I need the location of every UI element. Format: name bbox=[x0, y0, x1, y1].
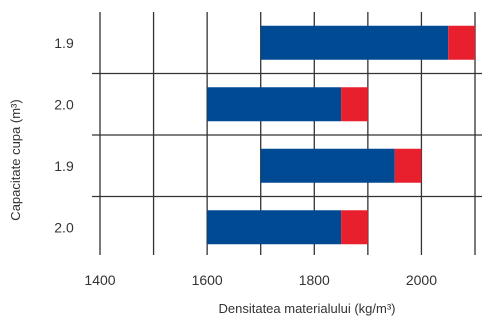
bar-series1-row4 bbox=[207, 210, 342, 245]
x-tick-label: 1400 bbox=[84, 272, 115, 288]
y-tick-label: 2.0 bbox=[54, 219, 74, 235]
bar-series1-row2 bbox=[207, 87, 342, 122]
bar-series2-row2 bbox=[341, 87, 368, 122]
y-axis-title: Capacitate cupa (m³) bbox=[8, 99, 23, 220]
y-tick-label: 1.9 bbox=[54, 158, 74, 174]
bars bbox=[207, 25, 475, 245]
tick-labels: 1.9 2.0 1.9 2.0 1400 1600 1800 2000 bbox=[54, 35, 437, 288]
x-tick-label: 1800 bbox=[299, 272, 330, 288]
bar-series2-row3 bbox=[394, 148, 422, 183]
x-tick-label: 2000 bbox=[406, 272, 437, 288]
bar-series2-row1 bbox=[448, 25, 475, 60]
y-tick-label: 1.9 bbox=[54, 35, 74, 51]
bar-series2-row4 bbox=[341, 210, 368, 245]
x-tick-label: 1600 bbox=[192, 272, 223, 288]
bar-series1-row1 bbox=[260, 25, 449, 60]
y-tick-label: 2.0 bbox=[54, 96, 74, 112]
bar-series1-row3 bbox=[260, 148, 395, 183]
x-axis-title: Densitatea materialului (kg/m³) bbox=[218, 301, 395, 316]
